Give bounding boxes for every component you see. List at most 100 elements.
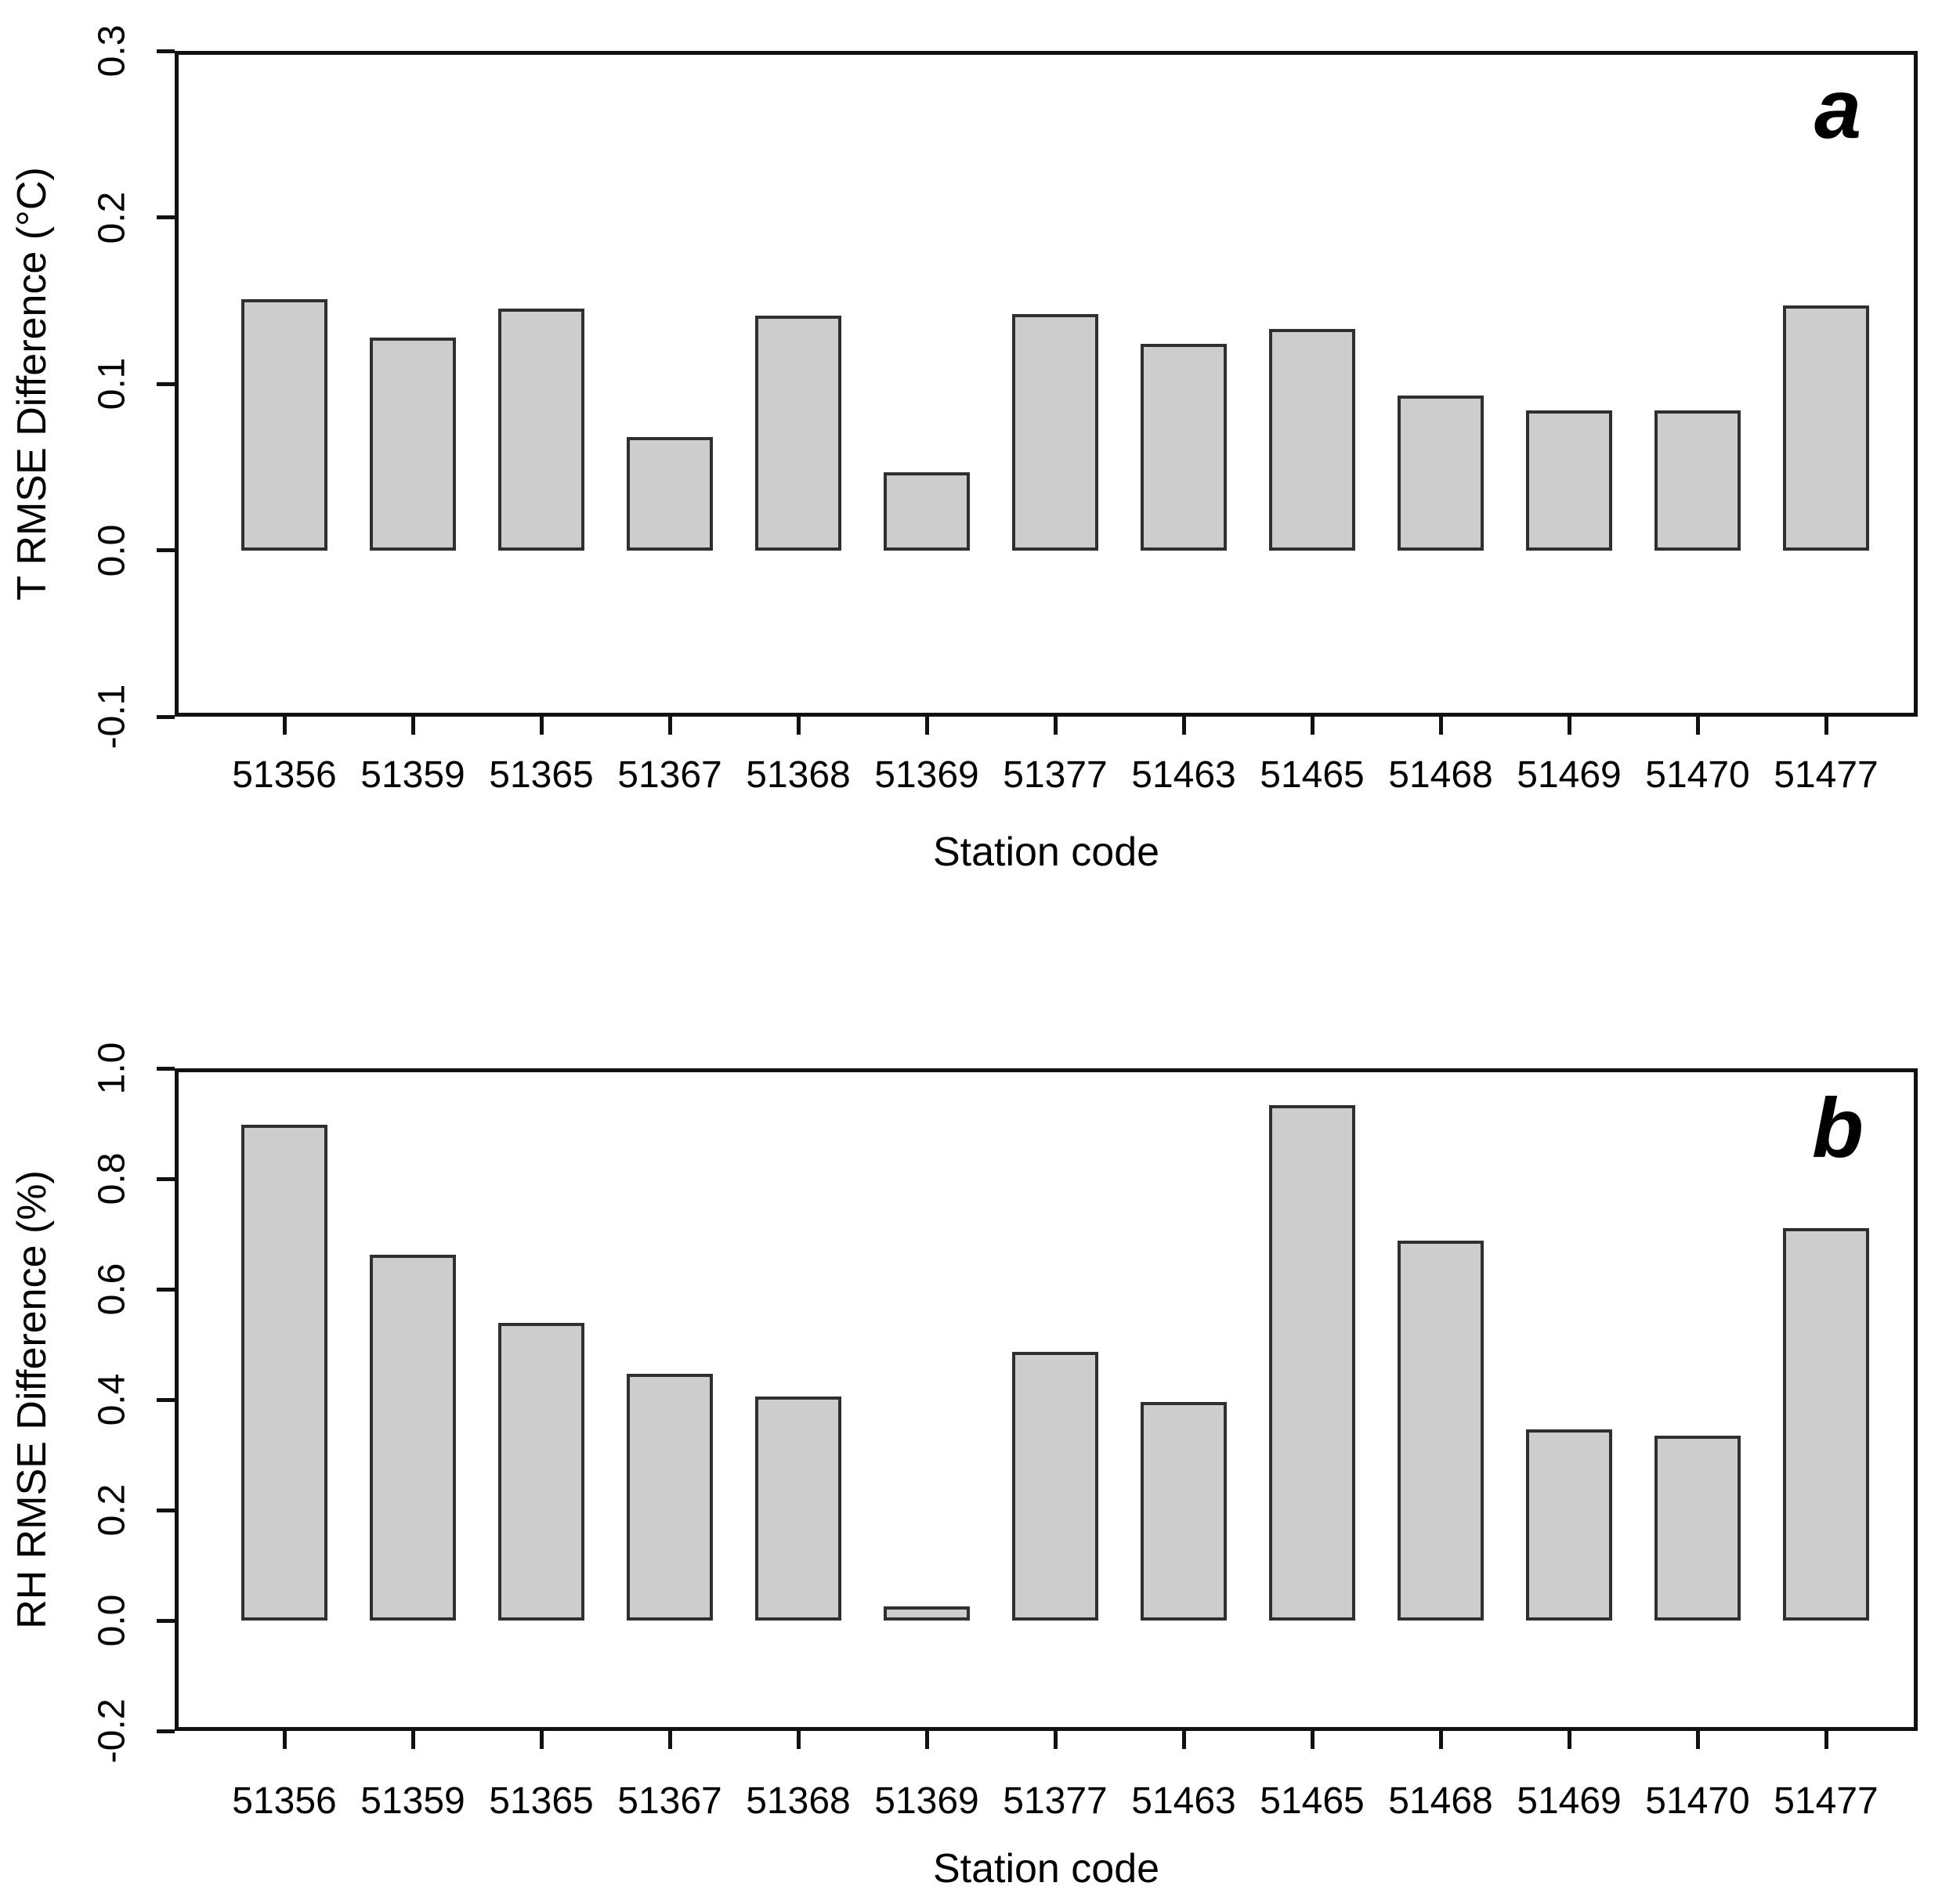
y-tick-label: 0.0: [91, 1594, 133, 1647]
station-code-label: 51463: [1131, 754, 1236, 796]
bar-51368: [755, 315, 841, 551]
x-axis-tick: [924, 1731, 929, 1749]
station-code-label: 51468: [1388, 1780, 1493, 1822]
bar-51463: [1141, 1401, 1227, 1621]
bar-51465: [1269, 1105, 1355, 1621]
station-code-label: 51365: [489, 754, 594, 796]
station-code-label: 51359: [360, 1780, 465, 1822]
x-axis-tick: [410, 1731, 415, 1749]
station-code-label: 51477: [1774, 754, 1879, 796]
bar-51359: [370, 337, 456, 551]
x-axis-tick: [667, 717, 672, 735]
station-code-label: 51377: [1003, 754, 1108, 796]
y-tick-label: 0.2: [91, 1483, 133, 1537]
bar-51477: [1783, 1228, 1869, 1621]
x-axis-tick: [282, 717, 287, 735]
x-axis-tick: [1695, 1731, 1700, 1749]
bar-51377: [1012, 313, 1098, 551]
station-code-label: 51469: [1517, 754, 1622, 796]
bar-51463: [1141, 344, 1227, 551]
station-code-label: 51377: [1003, 1780, 1108, 1822]
x-axis-title: Station code: [932, 829, 1160, 875]
bar-51359: [370, 1254, 456, 1621]
x-axis-tick: [1310, 717, 1315, 735]
bar-51356: [241, 1124, 327, 1621]
bar-51369: [884, 472, 970, 551]
station-code-label: 51368: [746, 1780, 851, 1822]
y-axis-tick: [157, 49, 175, 53]
x-axis-tick: [1438, 717, 1443, 735]
x-axis-tick: [1181, 717, 1186, 735]
x-axis-tick: [1824, 717, 1828, 735]
y-axis-tick: [157, 1618, 175, 1623]
station-code-label: 51468: [1388, 754, 1493, 796]
station-code-label: 51367: [617, 754, 722, 796]
y-axis-tick: [157, 381, 175, 386]
y-axis-tick: [157, 1066, 175, 1071]
bar-51369: [884, 1606, 970, 1621]
y-tick-label: 1.0: [91, 1042, 133, 1095]
station-code-label: 51359: [360, 754, 465, 796]
x-axis-tick: [1053, 717, 1058, 735]
y-axis-tick: [157, 1287, 175, 1292]
bar-51365: [498, 1323, 584, 1621]
x-axis-tick: [1695, 717, 1700, 735]
x-axis-tick: [539, 1731, 544, 1749]
bar-51468: [1398, 395, 1484, 551]
y-axis-tick: [157, 1729, 175, 1733]
bar-51368: [755, 1397, 841, 1621]
station-code-label: 51465: [1260, 1780, 1365, 1822]
x-axis-tick: [1181, 1731, 1186, 1749]
panel-letter-a: a: [1814, 61, 1862, 156]
x-axis-tick: [282, 1731, 287, 1749]
bar-51377: [1012, 1351, 1098, 1621]
x-axis-tick: [539, 717, 544, 735]
bar-51470: [1654, 1435, 1741, 1621]
y-axis-tick: [157, 1508, 175, 1512]
panel-letter-b: b: [1812, 1080, 1864, 1175]
bar-51367: [627, 1373, 713, 1621]
station-code-label: 51465: [1260, 754, 1365, 796]
station-code-label: 51470: [1645, 1780, 1750, 1822]
bar-51469: [1526, 1429, 1612, 1621]
station-code-label: 51367: [617, 1780, 722, 1822]
bar-51465: [1269, 328, 1355, 551]
x-axis-tick: [410, 717, 415, 735]
y-tick-label: 0.4: [91, 1373, 133, 1426]
station-code-label: 51369: [874, 1780, 979, 1822]
y-axis-tick: [157, 215, 175, 219]
station-code-label: 51470: [1645, 754, 1750, 796]
y-axis-tick: [157, 1397, 175, 1402]
bar-51367: [627, 437, 713, 551]
bar-51356: [241, 298, 327, 551]
bar-51468: [1398, 1240, 1484, 1621]
y-axis-tick: [157, 714, 175, 719]
station-code-label: 51369: [874, 754, 979, 796]
x-axis-tick: [1567, 1731, 1571, 1749]
bar-51365: [498, 309, 584, 551]
x-axis-tick: [1567, 717, 1571, 735]
y-tick-label: 0.6: [91, 1263, 133, 1316]
station-code-label: 51356: [232, 1780, 337, 1822]
x-axis-tick: [924, 717, 929, 735]
station-code-label: 51368: [746, 754, 851, 796]
station-code-label: 51477: [1774, 1780, 1879, 1822]
x-axis-tick: [1053, 1731, 1058, 1749]
station-code-label: 51463: [1131, 1780, 1236, 1822]
station-code-label: 51469: [1517, 1780, 1622, 1822]
station-code-label: 51356: [232, 754, 337, 796]
bar-51469: [1526, 410, 1612, 551]
y-axis-tick: [157, 548, 175, 552]
station-code-label: 51365: [489, 1780, 594, 1822]
bar-51477: [1783, 305, 1869, 551]
y-tick-label: -0.2: [91, 1698, 133, 1764]
x-axis-tick: [1824, 1731, 1828, 1749]
y-axis-tick: [157, 1176, 175, 1181]
x-axis-tick: [667, 1731, 672, 1749]
x-axis-title: Station code: [932, 1846, 1160, 1892]
y-tick-label: 0.8: [91, 1152, 133, 1205]
y-axis-title: RH RMSE Difference (%): [9, 1170, 55, 1629]
